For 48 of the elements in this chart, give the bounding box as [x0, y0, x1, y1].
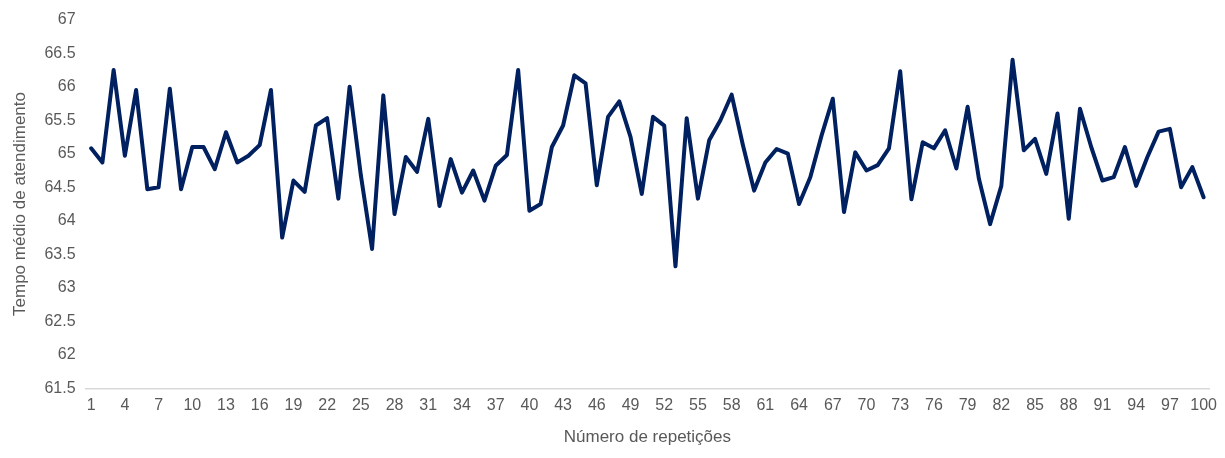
x-tick-label: 52 — [655, 396, 674, 414]
y-tick-label: 64 — [57, 211, 76, 229]
x-tick-label: 40 — [520, 396, 539, 414]
x-tick-label: 91 — [1093, 396, 1112, 414]
y-tick-label: 62.5 — [44, 311, 76, 329]
y-tick-label: 61.5 — [44, 378, 76, 396]
x-tick-label: 46 — [587, 396, 606, 414]
y-tick-label: 66.5 — [44, 43, 76, 61]
y-tick-label: 66 — [57, 77, 76, 95]
x-tick-label: 22 — [318, 396, 337, 414]
y-tick-label: 65.5 — [44, 110, 76, 128]
x-tick-label: 97 — [1160, 396, 1179, 414]
x-tick-label: 28 — [385, 396, 404, 414]
x-tick-label: 67 — [823, 396, 842, 414]
x-tick-label: 37 — [486, 396, 505, 414]
y-tick-label: 67 — [57, 10, 76, 28]
y-axis-title: Tempo médio de atendimento — [9, 92, 29, 316]
x-tick-label: 4 — [120, 396, 130, 414]
x-axis-title: Número de repetições — [563, 427, 731, 447]
x-tick-label: 85 — [1026, 396, 1045, 414]
x-tick-label: 55 — [689, 396, 707, 414]
x-tick-label: 49 — [621, 396, 640, 414]
x-tick-label: 13 — [217, 396, 235, 414]
y-tick-label: 63.5 — [44, 244, 76, 262]
x-tick-label: 31 — [419, 396, 438, 414]
x-tick-label: 19 — [284, 396, 303, 414]
x-tick-label: 73 — [891, 396, 910, 414]
y-tick-label: 62 — [57, 345, 76, 363]
x-tick-label: 64 — [790, 396, 809, 414]
x-tick-label: 34 — [453, 396, 471, 414]
x-tick-label: 76 — [925, 396, 943, 414]
x-tick-label: 43 — [554, 396, 573, 414]
y-tick-label: 65 — [57, 144, 76, 162]
x-tick-label: 94 — [1127, 396, 1146, 414]
x-tick-label: 16 — [250, 396, 269, 414]
x-tick-label: 58 — [722, 396, 741, 414]
x-tick-label: 88 — [1059, 396, 1078, 414]
x-tick-label: 100 — [1190, 396, 1218, 414]
y-tick-label: 63 — [57, 278, 76, 296]
x-tick-label: 1 — [86, 396, 96, 414]
y-tick-label: 64.5 — [44, 177, 76, 195]
x-tick-label: 70 — [857, 396, 876, 414]
x-tick-label: 61 — [756, 396, 775, 414]
x-tick-label: 10 — [183, 396, 202, 414]
x-tick-label: 82 — [992, 396, 1011, 414]
x-tick-label: 7 — [154, 396, 164, 414]
x-tick-label: 79 — [958, 396, 977, 414]
x-tick-label: 25 — [351, 396, 370, 414]
